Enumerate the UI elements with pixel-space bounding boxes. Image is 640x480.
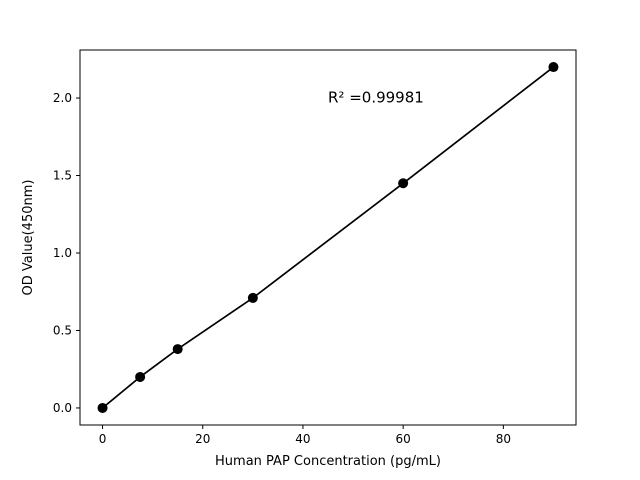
data-point-marker: [548, 62, 559, 73]
data-point-marker: [247, 292, 258, 303]
data-point-marker: [135, 371, 146, 382]
data-point-marker: [398, 178, 409, 189]
y-tick-label: 0.5: [53, 323, 72, 337]
standard-curve-line: [102, 66, 554, 409]
y-tick-label: 1.0: [53, 246, 72, 260]
data-point-marker: [97, 402, 108, 413]
r-squared-annotation: R² =0.99981: [328, 89, 424, 107]
x-tick-label: 0: [99, 432, 107, 446]
y-axis-label: OD Value(450nm): [21, 180, 36, 296]
data-point-marker: [172, 344, 183, 355]
x-tick-label: 60: [396, 432, 411, 446]
x-tick-label: 40: [295, 432, 310, 446]
plot-frame: [79, 49, 577, 426]
x-tick-label: 20: [195, 432, 210, 446]
x-axis-label: Human PAP Concentration (pg/mL): [215, 454, 441, 469]
y-tick-label: 1.5: [53, 169, 72, 183]
y-tick-label: 0.0: [53, 401, 72, 415]
y-tick-label: 2.0: [53, 91, 72, 105]
x-tick-label: 80: [496, 432, 511, 446]
